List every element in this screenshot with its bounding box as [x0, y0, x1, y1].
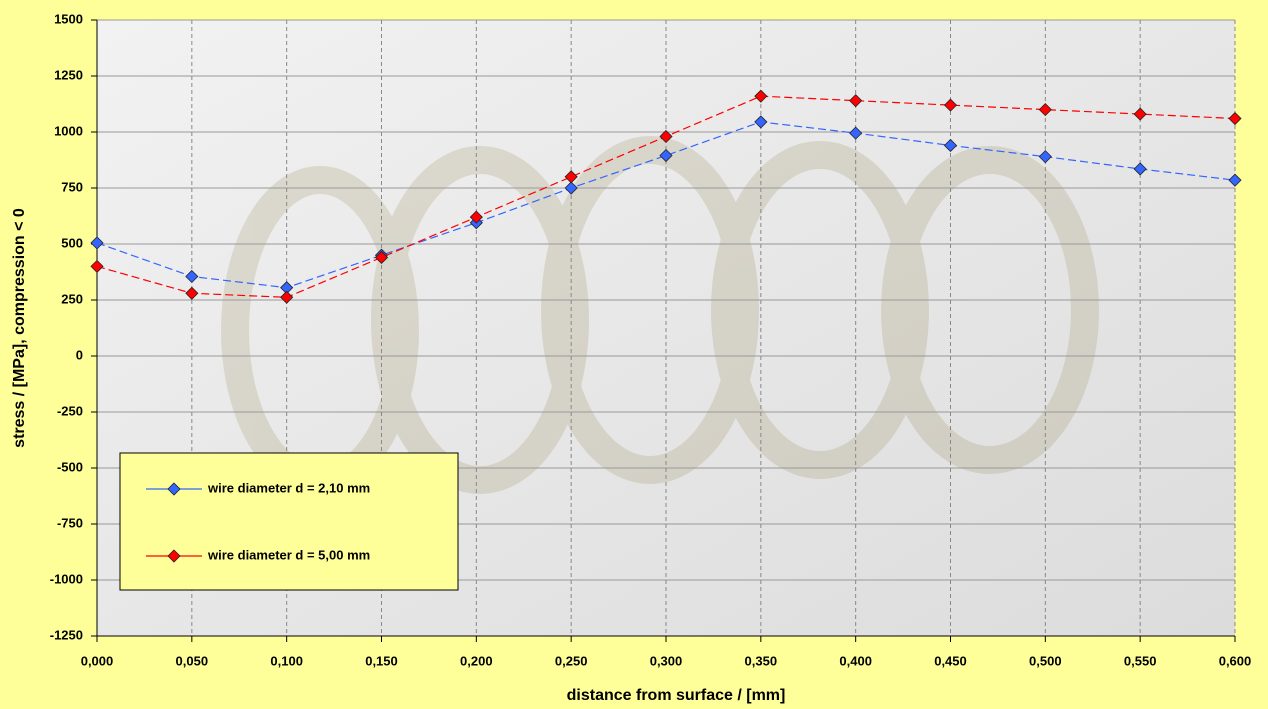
x-tick-label: 0,500	[1029, 653, 1062, 668]
legend-label: wire diameter d = 2,10 mm	[207, 480, 370, 495]
x-tick-label: 0,200	[460, 653, 493, 668]
y-tick-label: 0	[76, 347, 83, 362]
y-tick-label: -500	[57, 459, 83, 474]
x-tick-label: 0,300	[650, 653, 683, 668]
x-tick-label: 0,050	[176, 653, 209, 668]
legend-label: wire diameter d = 5,00 mm	[207, 547, 370, 562]
x-axis-title: distance from surface / [mm]	[567, 687, 786, 704]
x-tick-label: 0,150	[365, 653, 398, 668]
y-tick-label: 500	[61, 235, 83, 250]
x-tick-label: 0,100	[270, 653, 303, 668]
x-tick-label: 0,600	[1219, 653, 1252, 668]
chart: distance from surface / [mm] stress / [M…	[0, 0, 1268, 709]
y-tick-label: 750	[61, 179, 83, 194]
page: {"chart_data": {"type": "line", "x_label…	[0, 0, 1268, 709]
y-tick-label: 250	[61, 291, 83, 306]
y-tick-label: 1000	[54, 123, 83, 138]
y-tick-label: 1250	[54, 67, 83, 82]
x-tick-label: 0,350	[745, 653, 778, 668]
y-tick-label: 1500	[54, 11, 83, 26]
x-tick-label: 0,450	[934, 653, 967, 668]
y-tick-label: -250	[57, 403, 83, 418]
legend-box	[120, 453, 458, 590]
y-tick-label: -1250	[50, 627, 83, 642]
x-tick-label: 0,250	[555, 653, 588, 668]
x-tick-label: 0,000	[81, 653, 114, 668]
y-tick-label: -1000	[50, 571, 83, 586]
x-tick-label: 0,550	[1124, 653, 1157, 668]
x-tick-label: 0,400	[839, 653, 872, 668]
y-axis-title: stress / [MPa], compression < 0	[11, 208, 28, 448]
y-tick-label: -750	[57, 515, 83, 530]
